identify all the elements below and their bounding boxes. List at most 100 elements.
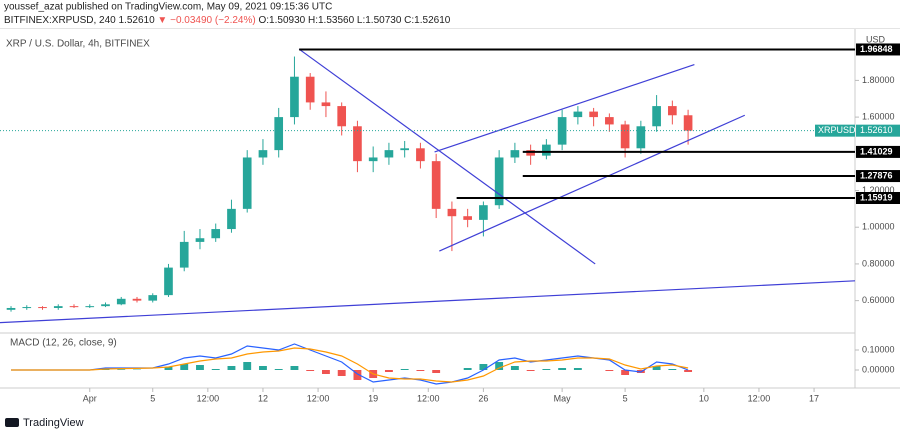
x-tick-label: 19 [368, 393, 378, 403]
candle-body [337, 106, 347, 127]
x-tick-label: May [554, 393, 572, 403]
macd-line [11, 347, 689, 383]
price-label: 1.52610 [860, 125, 893, 135]
candle-body [179, 241, 189, 268]
candle-body [242, 157, 252, 209]
footer-logo: TradingView [5, 417, 84, 429]
macd-title: MACD (12, 26, close, 9) [10, 338, 117, 349]
y-tick-label: 1.60000 [862, 111, 895, 121]
candle-body [290, 76, 299, 118]
histogram-bar [290, 366, 299, 370]
symbol-badge [815, 124, 855, 137]
y-tick-label: 0.80000 [862, 258, 895, 268]
x-tick-label: 12 [258, 393, 268, 403]
level-label: 1.15919 [860, 192, 893, 202]
histogram-bar [668, 369, 677, 370]
chart-title: XRP / U.S. Dollar, 4h, BITFINEX [6, 39, 150, 50]
histogram-bar [306, 370, 315, 371]
y-tick-label: 0.10000 [862, 344, 895, 354]
level-badge [856, 192, 900, 205]
x-tick-label: 12:00 [197, 393, 220, 403]
frame-line [0, 28, 900, 29]
candle-body [668, 106, 677, 116]
histogram-bar [227, 366, 236, 370]
histogram-bar [621, 370, 630, 375]
candle-body [368, 157, 378, 162]
candle-body [22, 307, 32, 309]
histogram-bar [337, 370, 346, 376]
candle-body [479, 205, 488, 220]
price-change: ▼ −0.03490 (−2.24%) [157, 15, 255, 26]
candle-body [353, 126, 362, 162]
price-badge [856, 124, 900, 137]
histogram-bar [211, 369, 220, 370]
candle-body [573, 111, 583, 118]
histogram-bar [180, 364, 189, 370]
candle-body [148, 295, 158, 301]
histogram-bar [196, 365, 204, 370]
candle-body [589, 111, 598, 118]
x-tick-label: 17 [809, 393, 819, 403]
histogram-bar [495, 362, 504, 370]
logo-icon [5, 418, 19, 427]
candle-body [416, 148, 425, 162]
y-tick-label: 1.20000 [862, 185, 895, 195]
histogram-bar [463, 368, 472, 370]
histogram-bar [259, 366, 267, 370]
histogram-bar [353, 370, 362, 380]
histogram-bar [510, 366, 519, 370]
candle-body [164, 267, 173, 296]
x-tick-label: 12:00 [417, 393, 440, 403]
candle-body [258, 150, 268, 158]
y-unit: USD [866, 34, 886, 44]
x-tick-label: 12:00 [307, 393, 330, 403]
y-tick-label: 0.60000 [862, 295, 895, 305]
candle-body [274, 117, 284, 151]
histogram-bar [652, 366, 661, 370]
candle-body [116, 298, 126, 305]
symbol-line: BITFINEX:XRPUSD, 240 1.52610 ▼ −0.03490 … [4, 15, 451, 26]
histogram-bar [322, 370, 330, 374]
candle-body [636, 126, 646, 149]
level-label: 1.96848 [860, 44, 893, 54]
histogram-bar [384, 370, 393, 372]
ohlc: O:1.50930 H:1.53560 L:1.50730 C:1.52610 [259, 15, 451, 26]
x-tick-label: 26 [478, 393, 488, 403]
candle-body [620, 124, 630, 149]
x-tick-label: 5 [150, 393, 155, 403]
macd-line [11, 343, 689, 385]
histogram-bar [274, 369, 283, 370]
histogram-bar [432, 370, 441, 373]
candle-body [85, 306, 95, 308]
candle-body [510, 150, 520, 158]
candle-body [652, 106, 661, 127]
histogram-bar [400, 369, 409, 370]
histogram-bar [573, 368, 582, 370]
trend-line [439, 114, 746, 252]
candle-body [605, 117, 614, 125]
candle-body [69, 306, 79, 308]
candle-body [132, 298, 142, 301]
x-tick-label: 12:00 [748, 393, 771, 403]
trend-line [0, 280, 856, 324]
x-tick-label: 5 [623, 393, 628, 403]
candle-body [305, 76, 315, 103]
symbol: BITFINEX:XRPUSD, 240 [4, 15, 116, 26]
candle-body [494, 157, 504, 206]
level-badge [856, 43, 900, 56]
histogram-bar [542, 369, 551, 370]
histogram-bar [526, 370, 535, 371]
trend-line [434, 64, 695, 153]
brand: TradingView [23, 417, 84, 429]
level-badge [856, 145, 900, 158]
candle-body [431, 161, 441, 209]
candle-body [384, 150, 394, 158]
histogram-bar [605, 370, 614, 371]
candle-body [227, 208, 236, 230]
histogram-bar [416, 370, 425, 371]
author-line: youssef_azat published on TradingView.co… [4, 2, 332, 13]
candle-body [195, 238, 205, 242]
histogram-bar [243, 362, 252, 370]
candle-body [38, 307, 47, 309]
histogram-bar [684, 370, 693, 372]
